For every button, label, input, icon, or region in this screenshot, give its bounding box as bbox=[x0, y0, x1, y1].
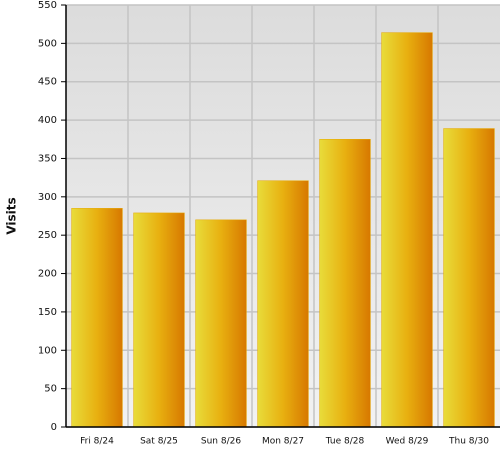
y-tick-label: 0 bbox=[51, 422, 57, 433]
x-tick-label: Fri 8/24 bbox=[80, 437, 114, 447]
bar bbox=[319, 139, 371, 428]
bar bbox=[257, 180, 309, 428]
y-tick-label: 550 bbox=[38, 0, 57, 11]
x-tick-label: Tue 8/28 bbox=[325, 437, 365, 447]
bar bbox=[443, 128, 495, 428]
bar bbox=[71, 208, 123, 428]
y-tick-label: 400 bbox=[38, 115, 57, 126]
y-tick-label: 100 bbox=[38, 345, 57, 356]
x-tick-label: Sun 8/26 bbox=[201, 437, 241, 447]
y-tick-label: 300 bbox=[38, 192, 57, 203]
x-tick-label: Thu 8/30 bbox=[448, 437, 489, 447]
y-tick-label: 450 bbox=[38, 77, 57, 88]
x-tick-label: Sat 8/25 bbox=[140, 437, 178, 447]
y-axis-label: Visits bbox=[5, 197, 19, 234]
y-tick-label: 200 bbox=[38, 269, 57, 280]
x-tick-label: Wed 8/29 bbox=[386, 437, 429, 447]
y-tick-label: 50 bbox=[44, 384, 57, 395]
y-tick-label: 250 bbox=[38, 230, 57, 241]
y-tick-label: 150 bbox=[38, 307, 57, 318]
y-tick-label: 350 bbox=[38, 153, 57, 164]
bar bbox=[195, 219, 247, 428]
x-tick-label: Mon 8/27 bbox=[262, 437, 304, 447]
bar bbox=[381, 32, 433, 428]
y-tick-label: 500 bbox=[38, 38, 57, 49]
bar bbox=[133, 212, 185, 428]
